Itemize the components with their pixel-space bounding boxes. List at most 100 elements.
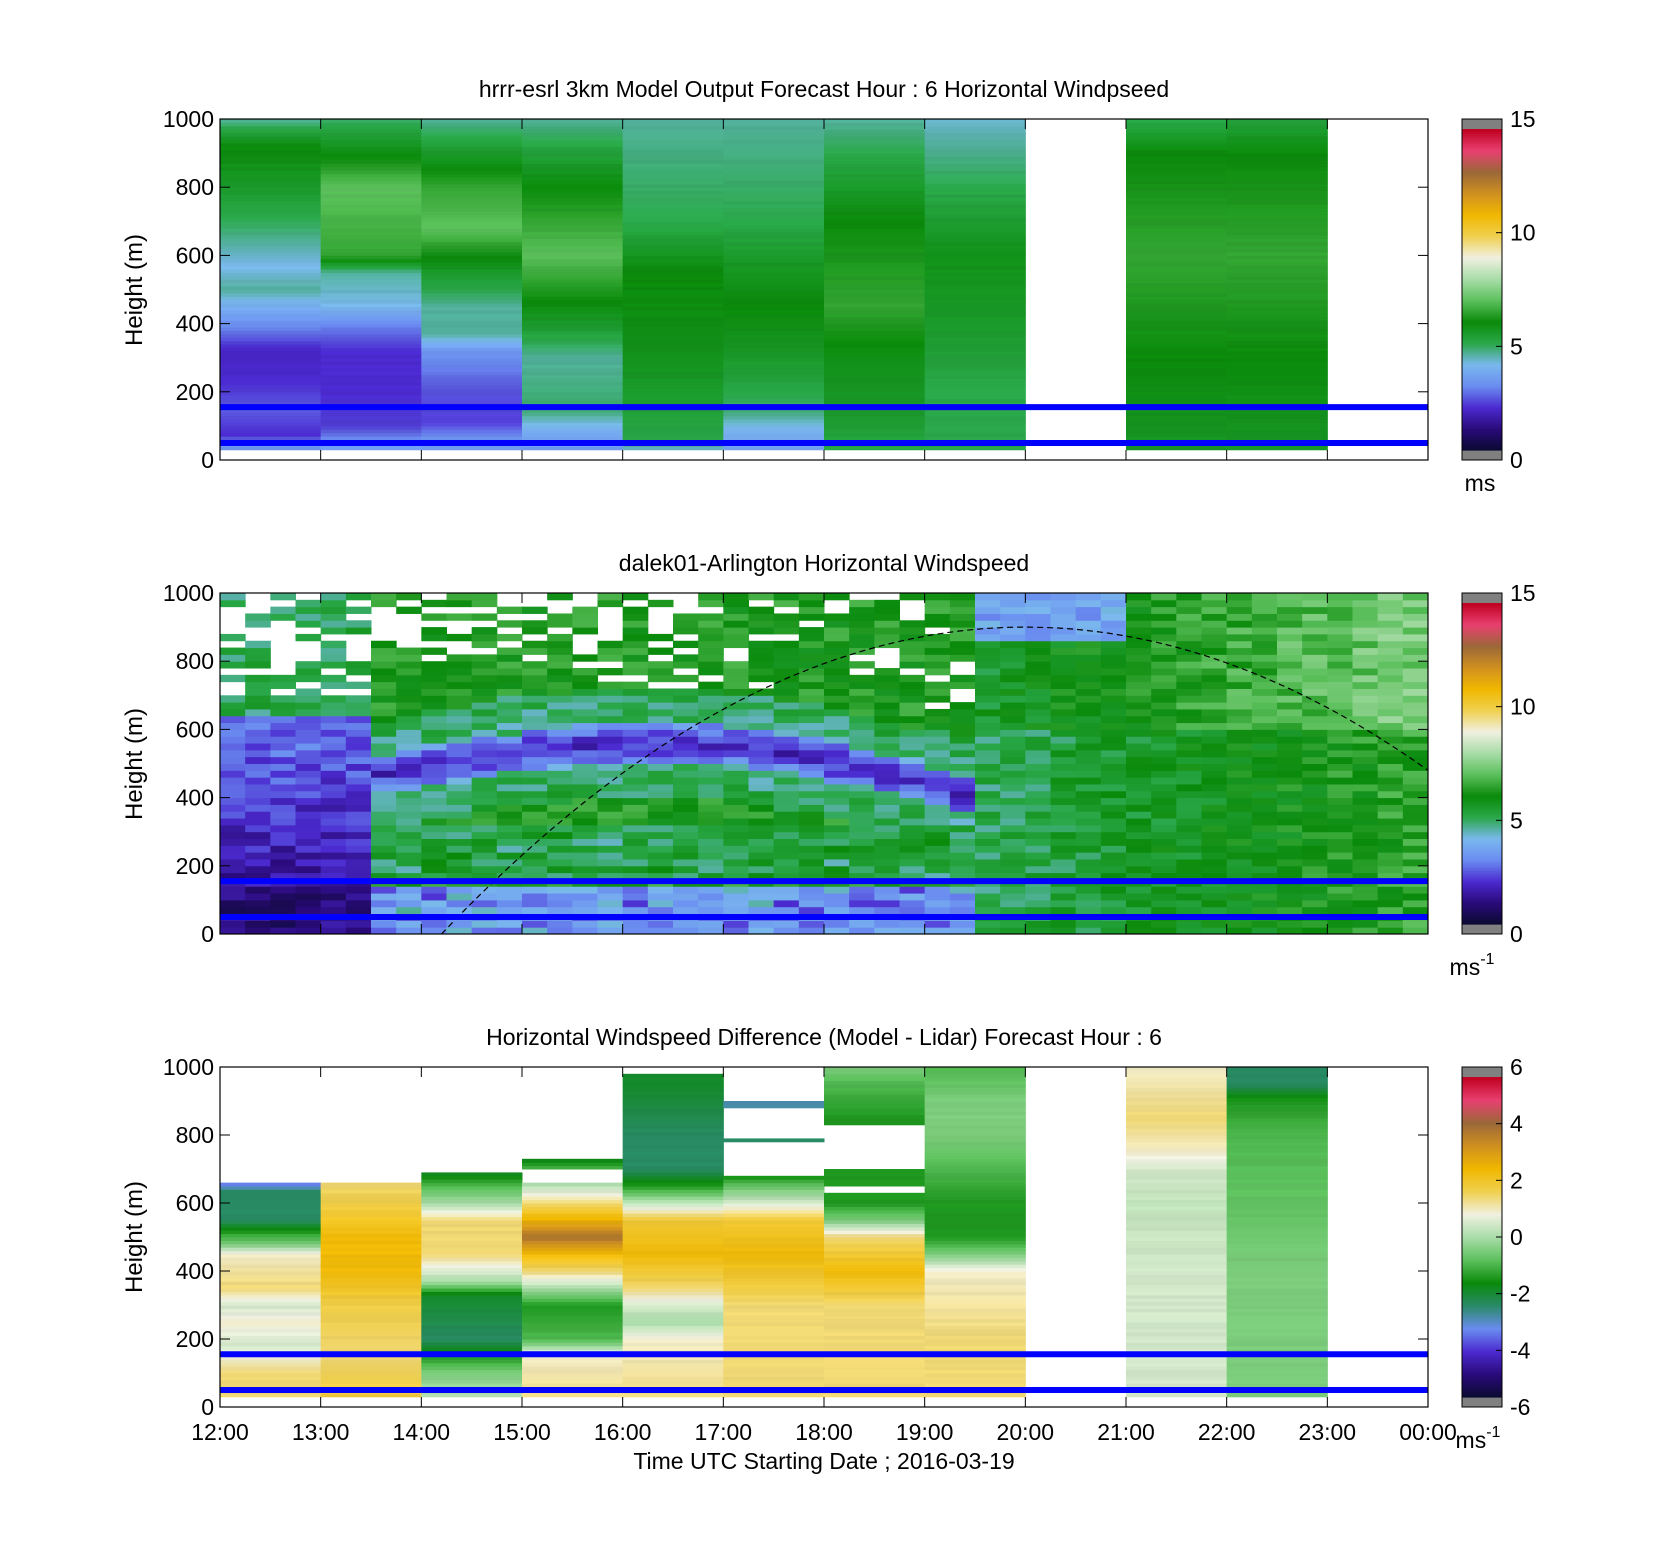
- heatmap-cell: [220, 1213, 322, 1218]
- heatmap-cell: [220, 1230, 322, 1235]
- heatmap-cell: [1126, 408, 1228, 413]
- colorbar-over: [1462, 119, 1502, 129]
- heatmap-cell: [647, 763, 674, 771]
- heatmap-cell: [320, 211, 422, 215]
- heatmap-cell: [421, 1277, 523, 1282]
- heatmap-cell: [723, 1294, 825, 1299]
- heatmap-cell: [647, 845, 674, 853]
- heatmap-cell: [1402, 599, 1428, 608]
- heatmap-cell: [1402, 647, 1428, 655]
- heatmap-cell: [723, 886, 749, 894]
- heatmap-cell: [1126, 620, 1152, 628]
- heatmap-cell: [597, 702, 624, 710]
- colorbar-segment: [1462, 665, 1502, 668]
- heatmap-cell: [522, 258, 624, 263]
- heatmap-cell: [522, 323, 624, 328]
- heatmap-cell: [270, 763, 296, 771]
- heatmap-cell: [924, 790, 951, 799]
- heatmap-cell: [622, 419, 724, 423]
- heatmap-cell: [824, 1339, 926, 1343]
- heatmap-cell: [824, 279, 926, 284]
- heatmap-cell: [924, 129, 1026, 134]
- heatmap-cell: [622, 736, 649, 744]
- heatmap-cell: [1352, 599, 1379, 608]
- colorbar-segment: [1462, 242, 1502, 246]
- heatmap-cell: [1075, 661, 1102, 669]
- heatmap-cell: [849, 927, 875, 934]
- heatmap-cell: [622, 1315, 724, 1320]
- heatmap-cell: [1277, 893, 1303, 901]
- heatmap-cell: [924, 1335, 1026, 1340]
- colorbar-segment: [1462, 1128, 1502, 1131]
- heatmap-cell: [824, 146, 926, 151]
- colorbar-segment: [1462, 838, 1502, 842]
- heatmap-cell: [1100, 872, 1127, 880]
- heatmap-cell: [1302, 920, 1328, 928]
- colorbar-segment: [1462, 611, 1502, 615]
- heatmap-cell: [1226, 255, 1328, 260]
- heatmap-cell: [723, 425, 825, 430]
- heatmap-cell: [522, 1257, 624, 1262]
- heatmap-cell: [622, 337, 724, 342]
- heatmap-cell: [572, 736, 598, 744]
- heatmap-cell: [1126, 736, 1152, 744]
- heatmap-cell: [1302, 688, 1328, 696]
- heatmap-cell: [622, 231, 724, 236]
- heatmap-cell: [622, 763, 649, 771]
- colorbar-segment: [1462, 667, 1502, 670]
- heatmap-cell: [371, 647, 397, 655]
- heatmap-cell: [421, 136, 523, 140]
- heatmap-cell: [220, 1182, 322, 1187]
- heatmap-cell: [1201, 763, 1228, 771]
- colorbar-segment: [1462, 422, 1502, 425]
- heatmap-cell: [647, 749, 674, 758]
- heatmap-cell: [1352, 593, 1379, 601]
- heatmap-cell: [849, 743, 875, 751]
- heatmap-cell: [421, 122, 523, 127]
- heatmap-cell: [295, 668, 322, 676]
- heatmap-cell: [1126, 1379, 1228, 1384]
- colorbar-segment: [1462, 1367, 1502, 1370]
- heatmap-cell: [1126, 1308, 1228, 1313]
- heatmap-cell: [647, 743, 674, 751]
- heatmap-cell: [522, 743, 548, 751]
- heatmap-cell: [220, 729, 246, 737]
- heatmap-cell: [1226, 354, 1328, 359]
- heatmap-cell: [572, 627, 598, 635]
- colorbar-segment: [1462, 387, 1502, 391]
- heatmap-cell: [320, 129, 422, 134]
- colorbar-segment: [1462, 1247, 1502, 1251]
- heatmap-cell: [1100, 633, 1127, 642]
- heatmap-cell: [1226, 272, 1328, 277]
- colorbar-segment: [1462, 411, 1502, 415]
- colorbar-segment: [1462, 1305, 1502, 1308]
- heatmap-cell: [1352, 899, 1379, 908]
- colorbar-segment: [1462, 1089, 1502, 1093]
- heatmap-cell: [1000, 640, 1026, 649]
- heatmap-cell: [647, 872, 674, 880]
- colorbar-segment: [1462, 409, 1502, 413]
- heatmap-cell: [622, 211, 724, 215]
- heatmap-cell: [1126, 1220, 1228, 1224]
- heatmap-cell: [899, 872, 926, 880]
- heatmap-cell: [320, 702, 347, 710]
- heatmap-cell: [1277, 899, 1303, 908]
- heatmap-cell: [345, 736, 372, 744]
- heatmap-cell: [748, 927, 775, 934]
- heatmap-cell: [622, 920, 649, 928]
- colorbar-segment: [1462, 1384, 1502, 1387]
- heatmap-cell: [924, 275, 1026, 280]
- heatmap-cell: [220, 1267, 322, 1272]
- heatmap-cell: [245, 729, 271, 737]
- heatmap-cell: [496, 920, 523, 928]
- heatmap-cell: [798, 613, 825, 621]
- heatmap-cell: [1025, 756, 1051, 764]
- heatmap-cell: [1126, 269, 1228, 273]
- heatmap-cell: [622, 323, 724, 328]
- heatmap-cell: [597, 927, 624, 934]
- colorbar-segment: [1462, 1222, 1502, 1225]
- heatmap-cell: [1126, 906, 1152, 915]
- heatmap-cell: [522, 316, 624, 321]
- heatmap-cell: [471, 756, 498, 764]
- heatmap-cell: [824, 374, 926, 379]
